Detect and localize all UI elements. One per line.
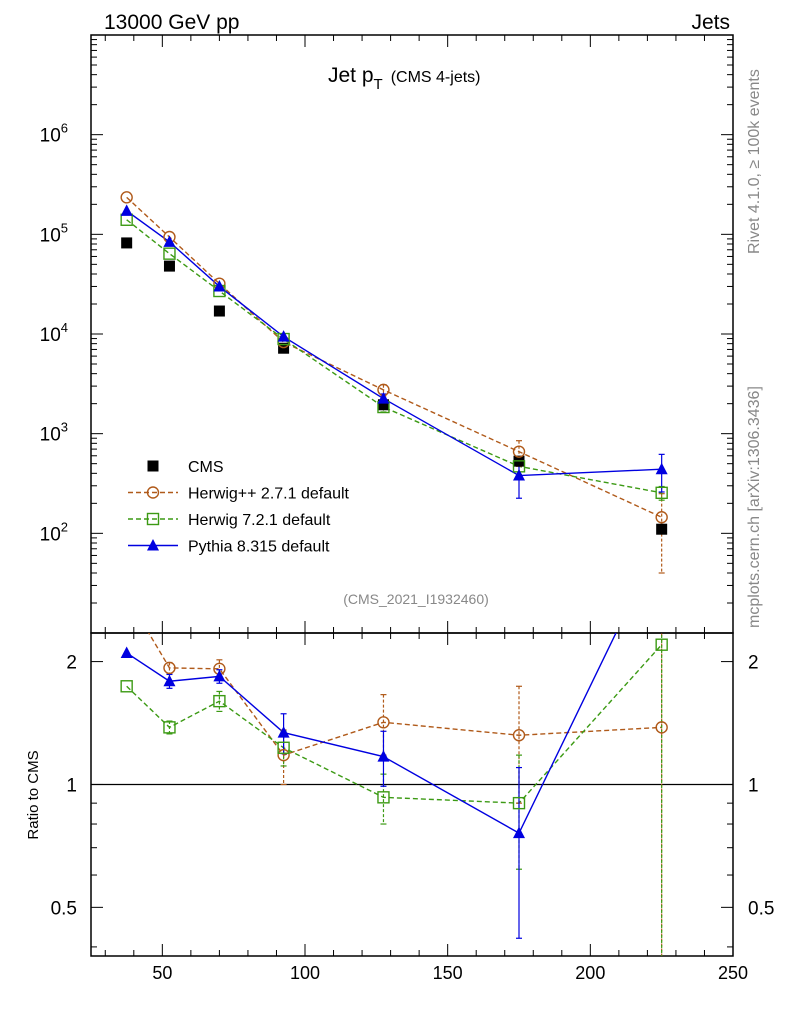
ratio-point-herwig-7-2-1-default	[213, 694, 226, 708]
ratio-point-herwig-2-7-1-default	[277, 748, 290, 762]
ratio-y-tick-label-right: 1	[748, 775, 759, 796]
y-tick-label: 102	[40, 519, 68, 545]
ratio-point-pythia-8-315-default	[163, 674, 176, 687]
legend-marker-pythia-8-315-default	[147, 539, 159, 551]
mcplots-label: mcplots.cern.ch [arXiv:1306.3436]	[746, 386, 763, 628]
legend-label-herwig-2-7-1-default: Herwig++ 2.7.1 default	[188, 486, 350, 503]
ratio-y-tick-label-right: 2	[748, 653, 759, 674]
ratio-point-pythia-8-315-default	[213, 669, 226, 682]
data-point-herwig-7-2-1-default	[120, 213, 133, 226]
data-point-cms	[213, 305, 225, 317]
ratio-point-pythia-8-315-default	[513, 826, 525, 839]
analysis-label: (CMS_2021_I1932460)	[343, 591, 489, 607]
ratio-point-herwig-7-2-1-default	[512, 796, 526, 810]
data-point-pythia-8-315-default	[655, 462, 668, 475]
plot-title-extra: (CMS 4-jets)	[391, 69, 481, 86]
ratio-point-herwig-7-2-1-default	[377, 791, 390, 804]
legend-marker-herwig-2-7-1-default	[146, 486, 160, 499]
ratio-point-herwig-2-7-1-default	[163, 661, 176, 675]
header-jets-label: Jets	[691, 11, 730, 34]
data-point-herwig-7-2-1-default	[655, 486, 668, 500]
data-point-pythia-8-315-default	[377, 392, 390, 404]
data-point-cms	[121, 237, 133, 249]
ratio-y-tick-label-right: 0.5	[748, 898, 774, 919]
axis-tick-labels: 50 100 150 200 250 102 103 104 105 106 0.5 0.5 1 1 2 2	[40, 121, 775, 983]
legend-marker-cms	[147, 460, 159, 472]
series-line-pythia-8-315-default	[126, 210, 662, 477]
data-point-cms	[163, 260, 175, 272]
ratio-line-herwig-2-7-1-default	[147, 633, 662, 756]
plot-title: Jet pT (CMS 4-jets)	[328, 64, 480, 93]
x-tick-label: 50	[152, 963, 172, 983]
data-point-herwig-7-2-1-default	[163, 247, 176, 260]
data-point-pythia-8-315-default	[163, 235, 176, 247]
legend-label-herwig-7-2-1-default: Herwig 7.2.1 default	[188, 512, 331, 529]
data-point-pythia-8-315-default	[213, 279, 226, 292]
ratio-point-herwig-2-7-1-default	[655, 721, 668, 734]
header-energy-label: 13000 GeV pp	[104, 11, 239, 34]
y-tick-label: 105	[40, 220, 68, 246]
y-tick-label: 103	[40, 420, 68, 446]
data-point-pythia-8-315-default	[277, 330, 290, 342]
data-point-herwig-2-7-1-default	[512, 445, 526, 458]
ratio-y-tick-label: 1	[66, 775, 77, 796]
data-point-pythia-8-315-default	[513, 469, 525, 481]
legend-marker-herwig-7-2-1-default	[146, 512, 160, 526]
series-line-herwig-7-2-1-default	[126, 219, 662, 494]
series-error-bars	[166, 384, 665, 956]
ratio-point-herwig-7-2-1-default	[277, 741, 290, 754]
data-point-pythia-8-315-default	[120, 204, 133, 216]
ratio-plot-frame	[90, 632, 734, 957]
plot-title-subscript: T	[374, 76, 383, 93]
ratio-y-tick-label: 0.5	[51, 898, 77, 919]
x-tick-label: 250	[718, 963, 748, 983]
y-tick-label: 104	[40, 320, 68, 346]
ratio-y-tick-label: 2	[66, 653, 77, 674]
x-tick-label: 200	[575, 963, 605, 983]
legend: CMS Herwig++ 2.7.1 default Herwig 7.2.1 de…	[128, 459, 350, 556]
ratio-axis-label: Ratio to CMS	[25, 750, 42, 839]
data-point-cms	[656, 523, 668, 535]
series-markers	[120, 191, 668, 839]
ratio-point-pythia-8-315-default	[377, 750, 390, 762]
data-point-cms	[377, 399, 389, 411]
data-point-herwig-2-7-1-default	[120, 191, 133, 204]
ratio-point-herwig-7-2-1-default	[655, 638, 668, 651]
ratio-point-herwig-7-2-1-default	[163, 721, 176, 734]
plot-title-main: Jet p	[328, 64, 374, 87]
rivet-version-label: Rivet 4.1.0, ≥ 100k events	[746, 69, 763, 254]
axis-ticks	[91, 35, 734, 956]
ratio-point-pythia-8-315-default	[277, 726, 290, 738]
ratio-point-pythia-8-315-default	[120, 646, 133, 658]
data-point-herwig-2-7-1-default	[655, 511, 668, 524]
x-tick-label: 100	[290, 963, 320, 983]
ratio-point-herwig-7-2-1-default	[120, 680, 133, 693]
legend-label-cms: CMS	[188, 459, 224, 476]
ratio-line-pythia-8-315-default	[126, 633, 617, 835]
ratio-point-herwig-2-7-1-default	[377, 716, 390, 729]
y-tick-label: 106	[40, 121, 68, 147]
x-tick-label: 150	[433, 963, 463, 983]
legend-label-pythia-8-315-default: Pythia 8.315 default	[188, 539, 330, 556]
ratio-point-herwig-2-7-1-default	[512, 729, 526, 742]
